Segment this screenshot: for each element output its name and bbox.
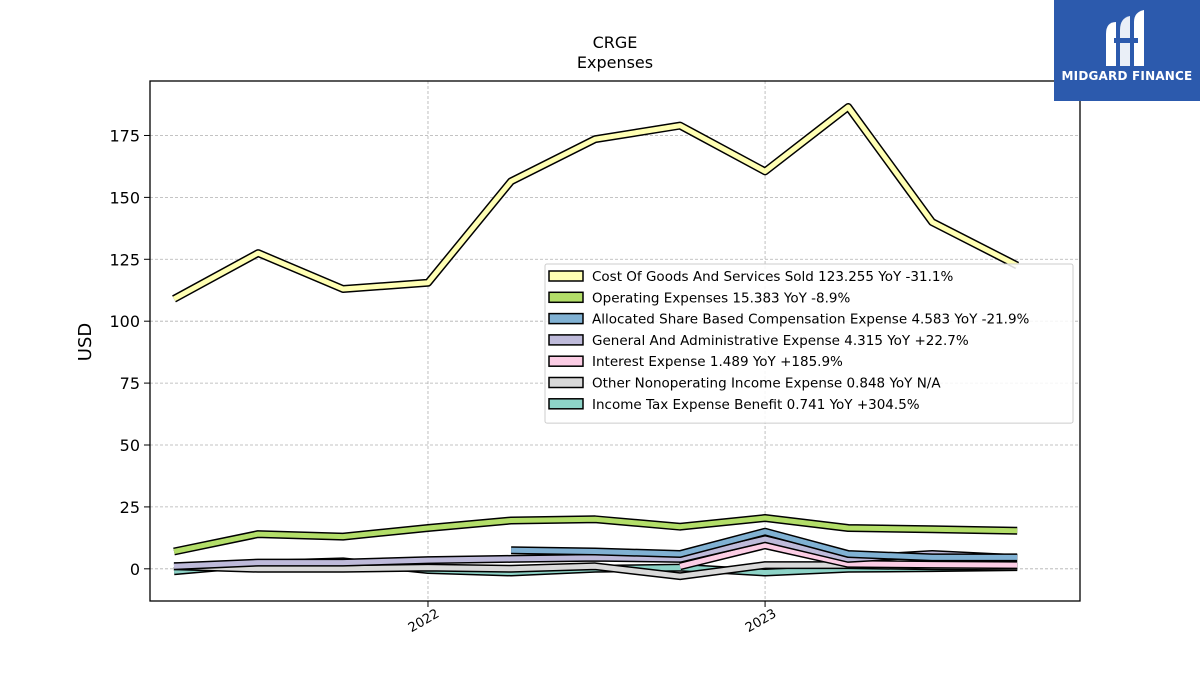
series-lines <box>172 103 1020 581</box>
y-tick-label: 175 <box>109 126 140 145</box>
legend-label: General And Administrative Expense 4.315… <box>592 333 969 349</box>
series-line-fill <box>173 515 1018 554</box>
legend-label: Other Nonoperating Income Expense 0.848 … <box>592 376 941 392</box>
legend-swatch <box>548 270 584 282</box>
legend-swatch <box>548 376 584 389</box>
legend-label: Allocated Share Based Compensation Expen… <box>592 312 1030 328</box>
legend-label: Income Tax Expense Benefit 0.741 YoY +30… <box>592 397 920 413</box>
y-tick-label: 75 <box>120 374 140 393</box>
legend-swatch <box>548 398 584 410</box>
x-tick-label: 2022 <box>406 606 442 636</box>
y-tick-label: 25 <box>120 498 140 517</box>
series-line-fill <box>679 542 1018 569</box>
x-tick-label: 2023 <box>743 606 779 636</box>
legend-swatch <box>548 291 584 304</box>
plot-frame <box>149 80 1081 602</box>
brand-logo: MIDGARD FINANCE <box>1054 0 1200 101</box>
series-line-fill <box>172 104 1019 302</box>
y-tick-label: 50 <box>120 436 140 455</box>
series-line <box>679 541 1018 571</box>
series-line <box>511 527 1018 562</box>
y-axis-label: USD <box>75 323 96 361</box>
legend-label: Cost Of Goods And Services Sold 123.255 … <box>592 269 953 285</box>
legend-swatch <box>548 334 584 346</box>
series-line-fill <box>511 529 1018 560</box>
y-tick-label: 100 <box>109 312 140 331</box>
midgard-logo-icon <box>1106 10 1144 66</box>
legend-box <box>544 263 1074 424</box>
legend-label: Operating Expenses 15.383 YoY -8.9% <box>592 290 851 306</box>
y-tick-label: 125 <box>109 250 140 269</box>
legend-swatch <box>548 312 584 325</box>
series-line <box>173 514 1018 556</box>
chart-subtitle: Expenses <box>577 53 653 72</box>
chart-title: CRGE <box>593 33 638 52</box>
brand-name: MIDGARD FINANCE <box>1061 69 1193 83</box>
legend-label: Interest Expense 1.489 YoY +185.9% <box>592 354 843 370</box>
y-tick-label: 0 <box>130 560 140 579</box>
y-tick-label: 150 <box>109 188 140 207</box>
series-line <box>172 103 1020 303</box>
legend: Cost Of Goods And Services Sold 123.255 … <box>544 263 1074 424</box>
legend-swatch <box>548 355 584 367</box>
